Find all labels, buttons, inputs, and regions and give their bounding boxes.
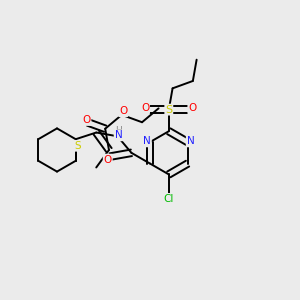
Text: O: O — [119, 106, 128, 116]
Text: S: S — [74, 141, 80, 151]
Text: N: N — [187, 136, 194, 146]
Text: O: O — [141, 103, 149, 113]
Text: O: O — [188, 103, 197, 113]
Text: O: O — [103, 154, 112, 165]
Text: N: N — [143, 136, 151, 146]
Text: Cl: Cl — [164, 194, 174, 204]
Text: N: N — [115, 130, 122, 140]
Text: S: S — [165, 105, 172, 115]
Text: H: H — [115, 126, 122, 135]
Text: O: O — [82, 115, 91, 125]
